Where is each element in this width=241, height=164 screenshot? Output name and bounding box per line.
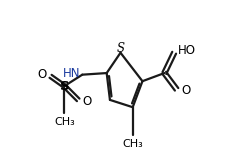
Text: S: S xyxy=(117,42,125,55)
Text: HN: HN xyxy=(63,67,81,80)
Text: S: S xyxy=(60,80,70,92)
Text: O: O xyxy=(82,95,92,108)
Text: CH₃: CH₃ xyxy=(54,117,75,127)
Text: CH₃: CH₃ xyxy=(123,139,144,149)
Text: O: O xyxy=(181,84,191,97)
Text: HO: HO xyxy=(178,44,196,57)
Text: O: O xyxy=(37,68,47,81)
